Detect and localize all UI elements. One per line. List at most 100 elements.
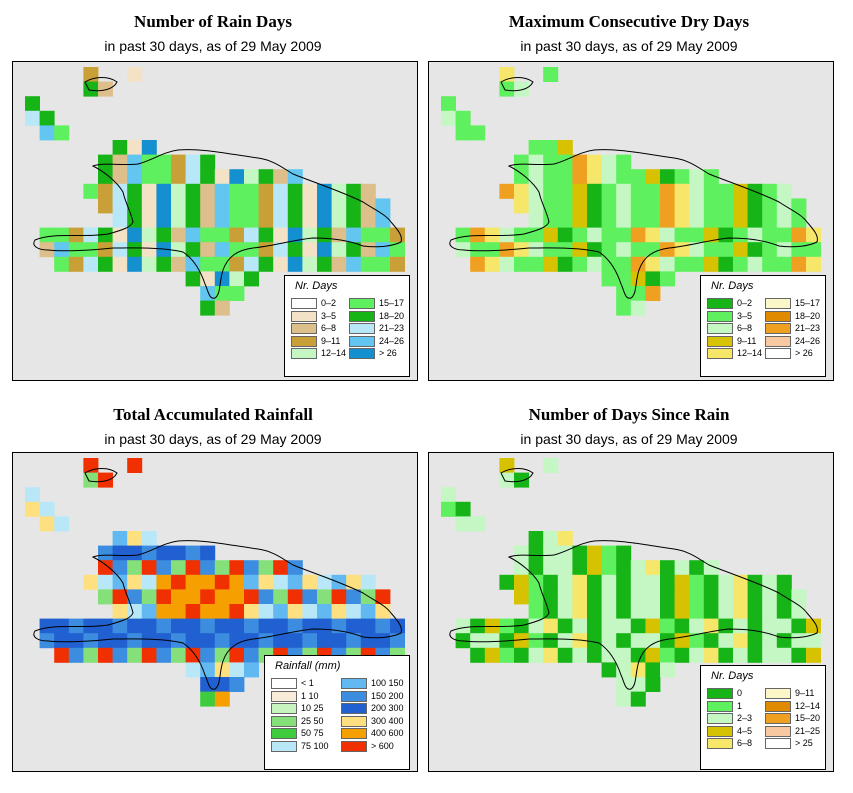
- grid-cell: [572, 574, 588, 590]
- grid-cell: [287, 633, 303, 649]
- grid-cell: [287, 198, 303, 214]
- grid-cell: [630, 662, 646, 678]
- grid-cell: [747, 213, 763, 228]
- grid-cell: [674, 633, 690, 649]
- grid-cell: [390, 242, 405, 258]
- grid-cell: [214, 633, 230, 649]
- legend-swatch: [291, 323, 317, 334]
- grid-cell: [25, 487, 40, 503]
- grid-cell: [616, 227, 632, 243]
- grid-cell: [200, 183, 216, 199]
- grid-cell: [616, 545, 632, 561]
- grid-cell: [185, 662, 201, 678]
- legend-swatch: [765, 700, 791, 712]
- grid-cell: [587, 213, 602, 228]
- grid-cell: [484, 256, 500, 272]
- grid-cell: [258, 227, 274, 243]
- grid-cell: [112, 154, 128, 170]
- legend-swatch: [271, 728, 297, 739]
- grid-cell: [776, 574, 792, 590]
- grid-cell: [156, 213, 172, 228]
- grid-cell: [156, 227, 172, 243]
- grid-cell: [630, 618, 646, 634]
- grid-cell: [156, 154, 172, 170]
- grid-cell: [360, 618, 376, 634]
- legend-swatch: [341, 740, 367, 752]
- grid-cell: [543, 169, 559, 185]
- grid-cell: [528, 227, 544, 243]
- legend-swatch: [707, 738, 733, 749]
- grid-cell: [185, 169, 201, 185]
- grid-cell: [791, 604, 807, 619]
- grid-cell: [557, 560, 573, 576]
- grid-cell: [229, 286, 245, 301]
- legend-label: < 1: [301, 678, 314, 688]
- grid-cell: [645, 574, 661, 590]
- grid-cell: [733, 618, 748, 634]
- grid-cell: [587, 574, 602, 590]
- grid-cell: [171, 242, 186, 258]
- grid-cell: [346, 604, 362, 619]
- grid-cell: [528, 589, 544, 605]
- grid-cell: [287, 227, 303, 243]
- grid-cell: [762, 213, 778, 228]
- grid-cell: [360, 227, 376, 243]
- grid-cell: [630, 691, 646, 707]
- grid-cell: [514, 242, 529, 258]
- legend-swatch: [291, 335, 317, 347]
- grid-cell: [660, 198, 675, 214]
- grid-cell: [645, 169, 661, 185]
- panel-title: Number of Days Since Rain: [528, 405, 730, 424]
- grid-cell: [127, 574, 143, 590]
- grid-cell: [718, 604, 734, 619]
- grid-cell: [141, 227, 157, 243]
- grid-cell: [54, 256, 70, 272]
- grid-cell: [806, 633, 821, 649]
- grid-cell: [572, 183, 588, 199]
- grid-cell: [127, 242, 143, 258]
- grid-cell: [141, 140, 157, 155]
- grid-cell: [630, 677, 646, 692]
- grid-cell: [718, 589, 734, 605]
- legend-swatch: [765, 738, 791, 749]
- grid-cell: [689, 227, 705, 243]
- grid-cell: [317, 198, 332, 214]
- grid-cell: [258, 198, 274, 214]
- grid-cell: [703, 604, 719, 619]
- grid-cell: [645, 198, 661, 214]
- grid-cell: [528, 154, 544, 170]
- legend-swatch: [349, 298, 375, 309]
- legend-swatch: [707, 688, 733, 699]
- grid-cell: [660, 574, 675, 590]
- grid-cell: [171, 169, 186, 185]
- days-since-rain-legend: Nr. Days 0 1 2–3 4–5 6–8 9–11 12–14 15–20 21–25 >…: [700, 665, 826, 770]
- grid-cell: [200, 560, 216, 576]
- legend-swatch: [271, 715, 297, 727]
- grid-cell: [689, 169, 705, 185]
- grid-cell: [200, 256, 216, 272]
- grid-cell: [470, 633, 486, 649]
- grid-cell: [572, 198, 588, 214]
- grid-cell: [214, 227, 230, 243]
- grid-cell: [601, 618, 617, 634]
- grid-cell: [141, 618, 157, 634]
- grid-cell: [317, 633, 332, 649]
- grid-cell: [470, 516, 486, 532]
- grid-cell: [244, 574, 259, 590]
- grid-cell: [514, 560, 529, 576]
- legend-label: 15–17: [379, 298, 405, 308]
- grid-cell: [287, 604, 303, 619]
- grid-cell: [331, 242, 347, 258]
- legend-label: 25 50: [301, 715, 324, 726]
- grid-cell: [762, 589, 778, 605]
- grid-cell: [718, 213, 734, 228]
- grid-cell: [543, 458, 559, 473]
- grid-cell: [258, 589, 274, 605]
- grid-cell: [98, 560, 113, 576]
- grid-cell: [127, 154, 143, 170]
- legend-label: 2–3: [737, 713, 753, 723]
- grid-cell: [360, 256, 376, 272]
- grid-cell: [616, 574, 632, 590]
- grid-cell: [543, 198, 559, 214]
- grid-cell: [645, 677, 661, 692]
